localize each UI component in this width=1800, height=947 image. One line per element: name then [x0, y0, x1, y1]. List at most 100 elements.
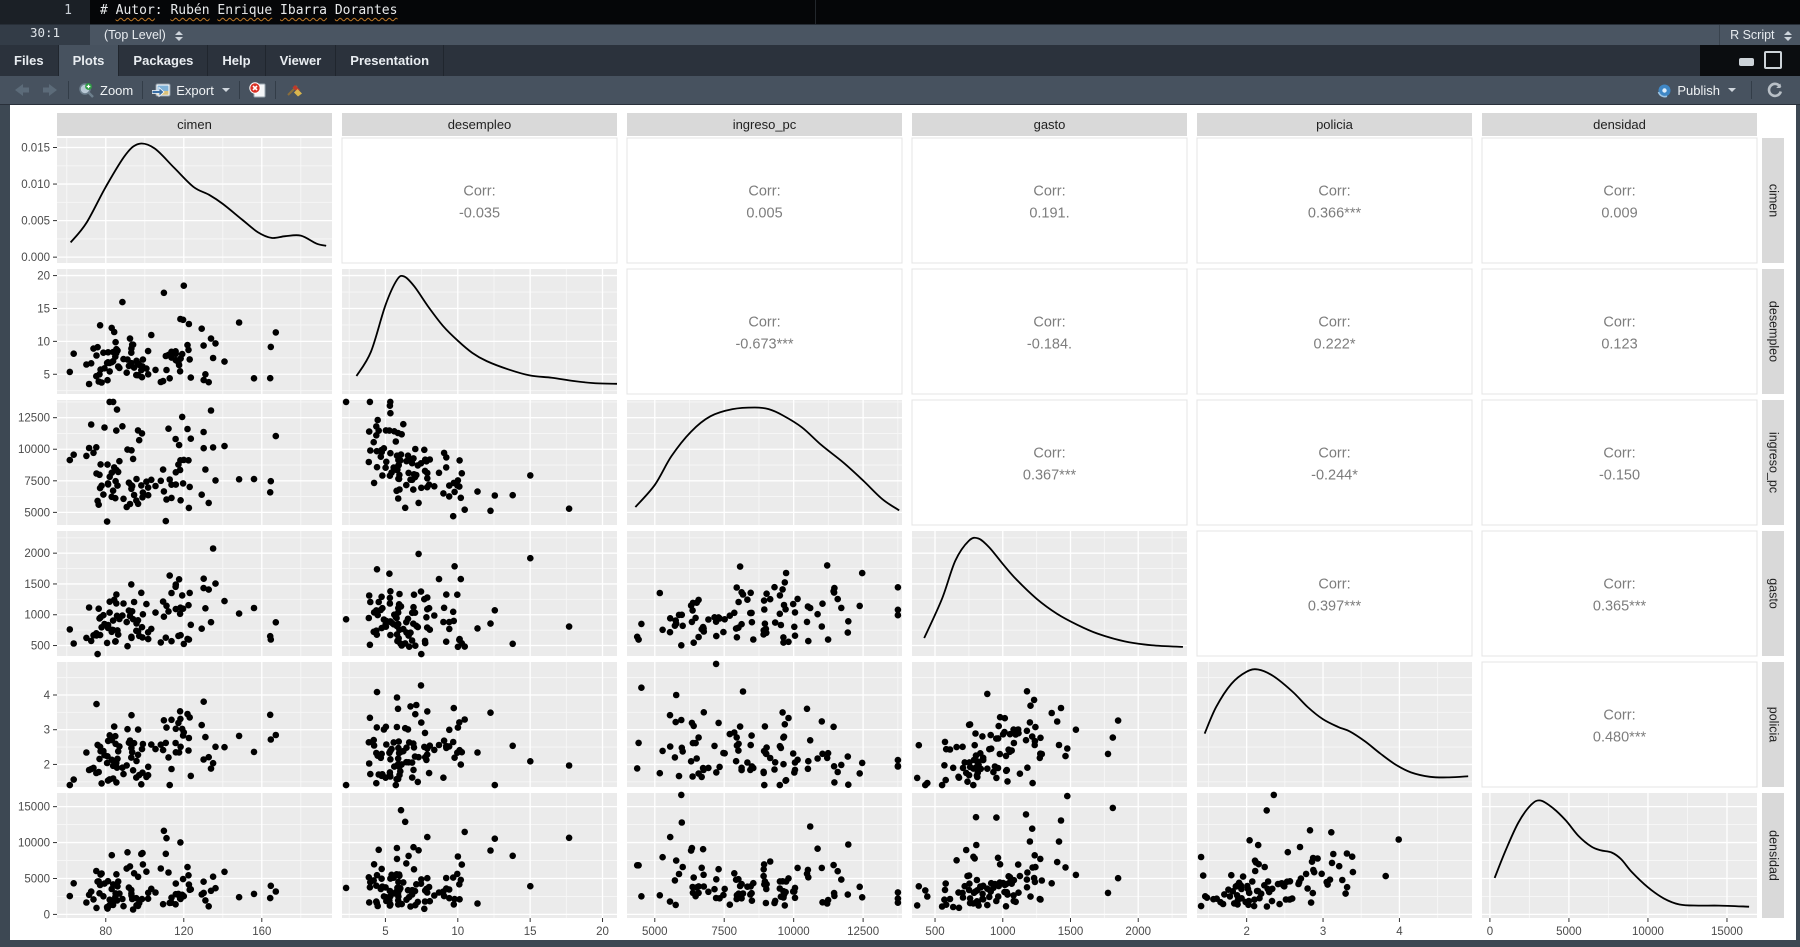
- publish-button[interactable]: Publish: [1650, 76, 1743, 104]
- svg-text:0.000: 0.000: [21, 252, 50, 264]
- publish-dropdown-caret: [1728, 88, 1736, 92]
- svg-text:cimen: cimen: [177, 117, 212, 132]
- svg-text:2000: 2000: [24, 548, 50, 560]
- svg-text:policia: policia: [1767, 707, 1781, 742]
- plot-pane: Corr: -0.035 Corr: 0.005 Corr: 0.191. Corr: 0.3…: [0, 105, 1800, 947]
- svg-text:160: 160: [252, 926, 271, 938]
- back-arrow-icon: [15, 84, 29, 96]
- scope-label: (Top Level): [104, 28, 166, 42]
- scatter-panel-cimen-vs-gasto: [57, 531, 332, 658]
- svg-text:Corr:: Corr:: [1603, 708, 1635, 724]
- density-panel-ingreso_pc: [627, 400, 902, 525]
- svg-text:Corr:: Corr:: [1603, 184, 1635, 200]
- svg-text:densidad: densidad: [1593, 117, 1646, 132]
- svg-text:0.367***: 0.367***: [1023, 468, 1077, 484]
- scatter-panel-gasto-vs-policia: [912, 662, 1187, 789]
- svg-text:Corr:: Corr:: [1603, 577, 1635, 593]
- svg-text:15000: 15000: [1711, 926, 1743, 938]
- clear-all-plots-button[interactable]: [278, 76, 310, 104]
- svg-text:0.480***: 0.480***: [1593, 730, 1647, 746]
- tab-viewer[interactable]: Viewer: [266, 45, 337, 76]
- code-text: [272, 3, 280, 18]
- x-axis-labels: 80 120 160 5 10 15 20 5000 7500 10000 12500 500 1000…: [99, 918, 1743, 938]
- code-text: [327, 3, 335, 18]
- column-strip-ingreso_pc: ingreso_pc: [627, 113, 902, 136]
- svg-text:5: 5: [44, 369, 50, 381]
- export-image-icon: [152, 83, 171, 97]
- svg-text:ingreso_pc: ingreso_pc: [733, 117, 797, 132]
- svg-text:0.222*: 0.222*: [1314, 337, 1356, 353]
- svg-text:0.005: 0.005: [21, 216, 50, 228]
- svg-text:15000: 15000: [18, 802, 50, 814]
- svg-text:1500: 1500: [24, 579, 50, 591]
- svg-text:5000: 5000: [642, 926, 668, 938]
- remove-plot-button[interactable]: [242, 76, 273, 104]
- row-strip-policia: policia: [1762, 662, 1784, 787]
- tab-help[interactable]: Help: [208, 45, 266, 76]
- svg-text:0.365***: 0.365***: [1593, 599, 1647, 615]
- svg-text:2: 2: [1243, 926, 1249, 938]
- svg-text:4: 4: [44, 690, 51, 702]
- code-text: :: [154, 3, 171, 18]
- corr-panel-policia-vs-gasto: Corr: 0.397***: [1196, 530, 1473, 657]
- svg-text:0: 0: [1487, 926, 1493, 938]
- corr-panel-gasto-vs-desempleo: Corr: -0.184.: [911, 268, 1188, 395]
- column-strip-cimen: cimen: [57, 113, 332, 136]
- svg-text:1000: 1000: [24, 610, 50, 622]
- source-editor-line[interactable]: 1 # Autor: Rubén Enrique Ibarra Dorantes: [0, 0, 1800, 24]
- code-comment-line[interactable]: # Autor: Rubén Enrique Ibarra Dorantes: [100, 3, 397, 18]
- misspelled-word: Ibarra: [280, 3, 328, 18]
- corr-panel-densidad-vs-gasto: Corr: 0.365***: [1481, 530, 1758, 657]
- zoom-button[interactable]: Zoom: [71, 76, 140, 104]
- density-panel-desempleo: [342, 269, 618, 394]
- svg-text:Corr:: Corr:: [1033, 184, 1065, 200]
- corr-panel-densidad-vs-policia: Corr: 0.480***: [1481, 661, 1758, 788]
- pane-tab-bar: Files Plots Packages Help Viewer Presentation: [0, 45, 1800, 76]
- y-axis-labels: 0.0000.0050.0100.01551015205000750010000…: [18, 143, 57, 921]
- spinner-icon: [1784, 30, 1792, 41]
- svg-text:10000: 10000: [18, 838, 50, 850]
- file-type-selector[interactable]: R Script: [1719, 25, 1792, 45]
- zoom-label: Zoom: [100, 82, 134, 98]
- density-panel-densidad: [1482, 793, 1757, 918]
- svg-text:20: 20: [37, 271, 50, 283]
- refresh-button[interactable]: [1760, 76, 1790, 104]
- tab-packages[interactable]: Packages: [119, 45, 209, 76]
- back-button[interactable]: [6, 76, 36, 104]
- svg-text:500: 500: [925, 926, 944, 938]
- export-button[interactable]: Export: [145, 76, 237, 104]
- svg-text:10000: 10000: [1632, 926, 1664, 938]
- column-strip-densidad: densidad: [1482, 113, 1757, 136]
- svg-text:10000: 10000: [18, 444, 50, 456]
- svg-text:-0.184.: -0.184.: [1027, 337, 1072, 353]
- svg-text:0.366***: 0.366***: [1308, 206, 1362, 222]
- svg-text:policia: policia: [1316, 117, 1354, 132]
- maximize-pane-icon[interactable]: [1764, 51, 1782, 69]
- corr-panel-policia-vs-cimen: Corr: 0.366***: [1196, 137, 1473, 264]
- svg-text:0.397***: 0.397***: [1308, 599, 1362, 615]
- corr-panel-densidad-vs-cimen: Corr: 0.009: [1481, 137, 1758, 264]
- minimize-pane-icon[interactable]: [1739, 58, 1754, 66]
- svg-text:10: 10: [451, 926, 464, 938]
- svg-text:-0.150: -0.150: [1599, 468, 1640, 484]
- scatter-panel-desempleo-vs-policia: [342, 662, 617, 789]
- scatter-panel-cimen-vs-desempleo: [57, 269, 332, 394]
- pane-corner: [1700, 45, 1800, 76]
- svg-text:5: 5: [382, 926, 388, 938]
- tab-files[interactable]: Files: [0, 45, 59, 76]
- forward-button[interactable]: [36, 76, 66, 104]
- svg-text:20: 20: [596, 926, 609, 938]
- spinner-icon: [175, 30, 184, 41]
- row-strip-gasto: gasto: [1762, 531, 1784, 656]
- svg-text:2000: 2000: [1125, 926, 1151, 938]
- corr-panel-policia-vs-ingreso_pc: Corr: -0.244*: [1196, 399, 1473, 526]
- row-strip-cimen: cimen: [1762, 138, 1784, 263]
- svg-text:-0.035: -0.035: [459, 206, 500, 222]
- svg-text:15: 15: [37, 303, 50, 315]
- tab-plots[interactable]: Plots: [58, 45, 120, 76]
- tab-presentation[interactable]: Presentation: [336, 45, 445, 76]
- row-strip-densidad: densidad: [1762, 793, 1784, 918]
- scope-selector[interactable]: (Top Level): [104, 25, 184, 45]
- svg-text:80: 80: [99, 926, 112, 938]
- publish-label: Publish: [1677, 82, 1720, 98]
